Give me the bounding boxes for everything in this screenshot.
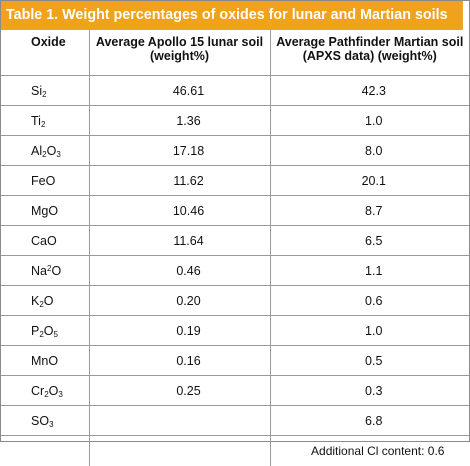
- mars-value: 6.5: [270, 226, 469, 256]
- mars-value: 1.0: [270, 316, 469, 346]
- mars-value: 8.7: [270, 196, 469, 226]
- formula-part: Si: [31, 84, 42, 98]
- footnote-empty-cell: [1, 436, 89, 466]
- header-oxide: Oxide: [1, 30, 89, 76]
- footnote-row: Additional Cl content: 0.6: [1, 436, 469, 466]
- mars-value: 0.5: [270, 346, 469, 376]
- formula-part: O: [49, 384, 59, 398]
- lunar-value: 0.20: [89, 286, 270, 316]
- lunar-value: 46.61: [89, 76, 270, 106]
- formula-part: SO: [31, 414, 49, 428]
- mars-value: 0.6: [270, 286, 469, 316]
- formula-part: O: [44, 294, 54, 308]
- header-mars-line2: (APXS data) (weight%): [303, 49, 437, 63]
- oxide-formula: Ti2: [1, 106, 89, 136]
- lunar-value: 11.62: [89, 166, 270, 196]
- lunar-value: 0.25: [89, 376, 270, 406]
- formula-part: CaO: [31, 234, 57, 248]
- table-figure: Table 1. Weight percentages of oxides fo…: [0, 0, 470, 442]
- lunar-value: 0.46: [89, 256, 270, 286]
- formula-part: 3: [49, 420, 53, 429]
- formula-part: Cr: [31, 384, 44, 398]
- oxide-formula: Al2O3: [1, 136, 89, 166]
- table-row: SO3 6.8: [1, 406, 469, 436]
- oxide-formula: MgO: [1, 196, 89, 226]
- formula-part: MnO: [31, 354, 58, 368]
- mars-value: 20.1: [270, 166, 469, 196]
- formula-part: Al: [31, 144, 42, 158]
- oxide-formula: MnO: [1, 346, 89, 376]
- lunar-value: 11.64: [89, 226, 270, 256]
- lunar-value: 10.46: [89, 196, 270, 226]
- header-mars-line1: Average Pathfinder Martian soil: [276, 35, 463, 49]
- mars-value: 0.3: [270, 376, 469, 406]
- formula-part: 5: [54, 330, 58, 339]
- formula-part: O: [44, 324, 54, 338]
- mars-value: 6.8: [270, 406, 469, 436]
- formula-part: 2: [42, 90, 46, 99]
- lunar-value: 17.18: [89, 136, 270, 166]
- oxide-formula: FeO: [1, 166, 89, 196]
- formula-part: 2: [41, 120, 45, 129]
- footnote-empty-cell: [89, 436, 270, 466]
- footnote-text: Additional Cl content: 0.6: [270, 436, 469, 466]
- table-title: Table 1. Weight percentages of oxides fo…: [1, 1, 463, 30]
- formula-part: Ti: [31, 114, 41, 128]
- header-lunar-line1: Average Apollo 15 lunar soil: [96, 35, 263, 49]
- oxide-formula: P2O5: [1, 316, 89, 346]
- oxide-formula: CaO: [1, 226, 89, 256]
- mars-value: 42.3: [270, 76, 469, 106]
- formula-part: FeO: [31, 174, 55, 188]
- mars-value: 1.1: [270, 256, 469, 286]
- formula-part: O: [51, 264, 61, 278]
- oxide-table: Oxide Average Apollo 15 lunar soil (weig…: [1, 30, 469, 466]
- formula-part: Na: [31, 264, 47, 278]
- lunar-value: 1.36: [89, 106, 270, 136]
- header-lunar: Average Apollo 15 lunar soil (weight%): [89, 30, 270, 76]
- formula-part: MgO: [31, 204, 58, 218]
- formula-part: 3: [58, 390, 62, 399]
- formula-part: O: [47, 144, 57, 158]
- lunar-value: 0.19: [89, 316, 270, 346]
- header-mars: Average Pathfinder Martian soil (APXS da…: [270, 30, 469, 76]
- header-row: Oxide Average Apollo 15 lunar soil (weig…: [1, 30, 469, 76]
- lunar-value: [89, 406, 270, 436]
- oxide-formula: Cr2O3: [1, 376, 89, 406]
- header-lunar-line2: (weight%): [150, 49, 209, 63]
- oxide-formula: Si2: [1, 76, 89, 106]
- oxide-formula: Na2O: [1, 256, 89, 286]
- mars-value: 8.0: [270, 136, 469, 166]
- formula-part: 3: [56, 150, 60, 159]
- oxide-formula: SO3: [1, 406, 89, 436]
- oxide-formula: K2O: [1, 286, 89, 316]
- lunar-value: 0.16: [89, 346, 270, 376]
- mars-value: 1.0: [270, 106, 469, 136]
